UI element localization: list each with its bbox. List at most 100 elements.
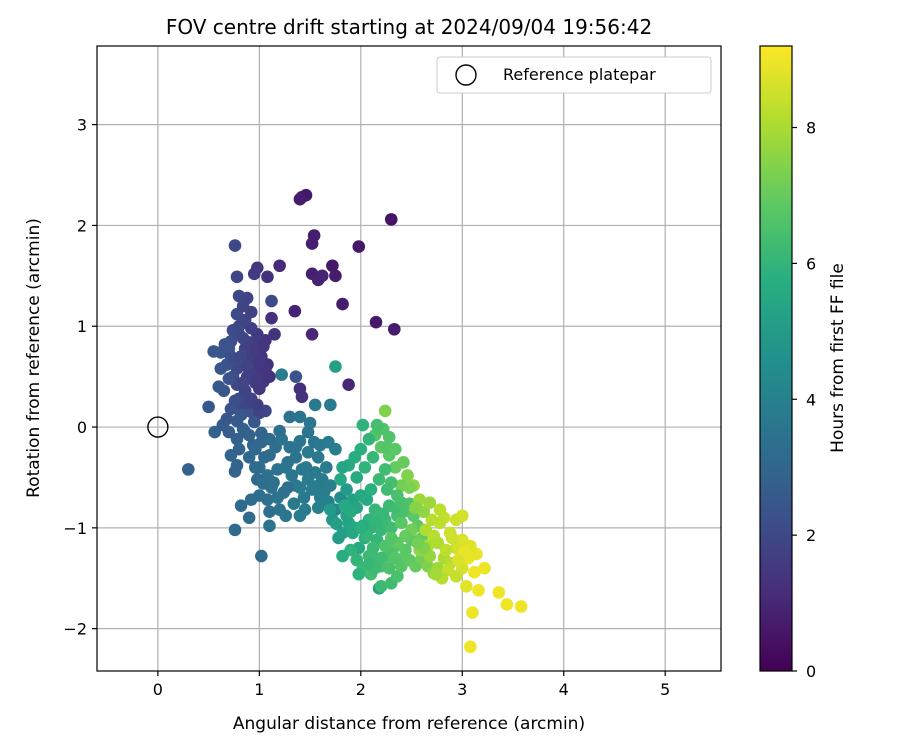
data-point (380, 483, 394, 496)
data-point (324, 503, 337, 517)
data-point (251, 398, 264, 412)
x-tick-label: 0 (153, 680, 163, 699)
data-point (462, 551, 475, 565)
data-point (259, 364, 272, 377)
data-point (320, 461, 333, 474)
legend-marker (455, 64, 477, 86)
data-point (362, 557, 376, 571)
data-point (257, 477, 270, 490)
data-point (311, 450, 325, 464)
data-point (472, 584, 485, 597)
data-point (445, 531, 459, 545)
data-point (439, 543, 453, 557)
data-point (273, 424, 286, 438)
data-point (329, 269, 342, 283)
data-point (299, 461, 313, 474)
data-point (399, 543, 412, 557)
data-point (288, 304, 302, 318)
data-point (251, 372, 264, 385)
data-point (466, 606, 479, 619)
data-point (208, 425, 221, 439)
data-point (500, 598, 514, 611)
data-point (247, 415, 261, 429)
data-point (248, 442, 262, 456)
data-point (247, 267, 261, 281)
data-point (301, 445, 315, 459)
data-point (395, 516, 408, 530)
x-tick-label: 4 (559, 680, 569, 699)
data-point (342, 378, 355, 392)
data-point (230, 432, 244, 446)
data-point (293, 192, 307, 206)
data-point (289, 450, 303, 464)
data-point (374, 551, 388, 565)
data-point (397, 456, 410, 469)
data-point (354, 521, 368, 535)
data-point (311, 501, 325, 514)
data-point (387, 322, 401, 336)
data-point (273, 259, 286, 273)
data-point (417, 505, 431, 519)
data-point (403, 481, 416, 494)
data-point (433, 503, 447, 517)
colorbar-label: Hours from first FF file (828, 263, 848, 453)
data-point (340, 483, 353, 496)
data-point (232, 289, 246, 303)
data-point (236, 299, 250, 313)
colorbar-tick-label: 2 (806, 526, 816, 545)
legend-box (436, 56, 712, 94)
y-tick-label: 0 (77, 418, 87, 437)
data-point (378, 404, 392, 418)
data-point (324, 398, 337, 412)
data-point (248, 461, 262, 474)
data-point (370, 418, 384, 432)
x-tick-label: 5 (660, 680, 670, 699)
data-point (308, 398, 322, 412)
data-point (261, 270, 274, 284)
data-point (431, 536, 445, 550)
data-point (217, 384, 231, 398)
data-point (265, 294, 278, 308)
y-axis-label: Rotation from reference (arcmin) (24, 218, 44, 498)
data-point (358, 461, 372, 474)
data-point (451, 553, 465, 567)
data-point (279, 461, 293, 474)
data-point (317, 485, 331, 498)
data-point (423, 496, 437, 509)
colorbar-tick-label: 0 (806, 662, 816, 681)
y-tick-label: 3 (77, 116, 87, 135)
colorbar (759, 45, 793, 672)
data-point (293, 509, 307, 523)
data-point (293, 410, 307, 424)
data-point (348, 450, 362, 464)
y-tick-label: 1 (77, 317, 87, 336)
data-point (329, 442, 342, 456)
data-point (263, 519, 276, 533)
data-point (352, 240, 366, 253)
legend: Reference platepar (436, 56, 712, 94)
data-point (253, 382, 266, 396)
data-point (305, 237, 319, 250)
data-point (360, 493, 374, 506)
data-point (202, 400, 215, 414)
data-point (255, 426, 268, 440)
x-tick-label: 2 (356, 680, 366, 699)
data-point (492, 586, 506, 599)
data-point (222, 372, 236, 385)
data-point (263, 505, 276, 519)
data-point (366, 450, 380, 464)
data-point (362, 432, 376, 446)
data-point (395, 496, 408, 509)
data-point (433, 516, 447, 530)
data-point (224, 402, 238, 416)
data-point (350, 471, 364, 484)
data-point (218, 338, 232, 351)
data-point (182, 463, 195, 476)
x-axis-ticks: 0 1 2 3 4 5 (153, 671, 670, 699)
data-point (271, 491, 284, 504)
data-point (514, 600, 528, 613)
data-point (236, 376, 250, 389)
data-point (350, 553, 364, 567)
data-point (289, 370, 303, 383)
